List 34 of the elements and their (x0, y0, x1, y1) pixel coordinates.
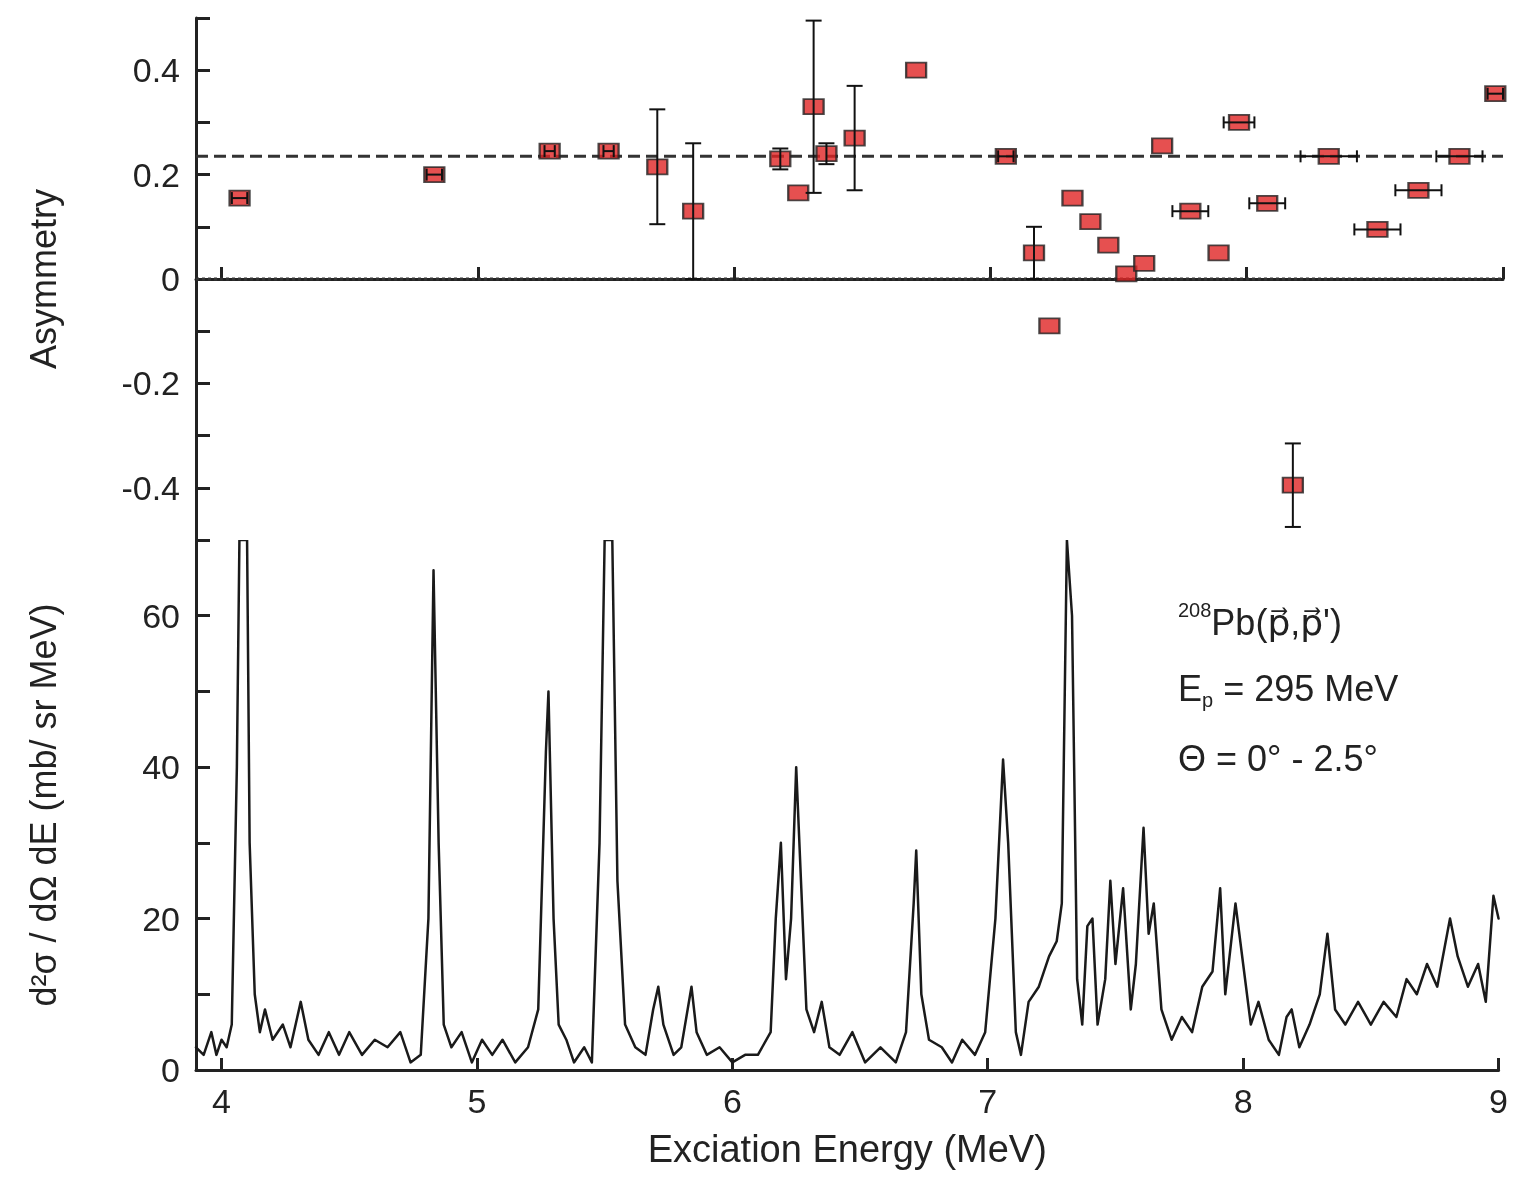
point (1061, 189, 1084, 207)
x-tick-label: 7 (978, 1082, 998, 1120)
point (843, 129, 866, 147)
point (1133, 254, 1156, 272)
y-tick-label: 0 (161, 1051, 180, 1089)
point (646, 158, 669, 176)
y-tick-label: 40 (142, 748, 180, 787)
point (682, 202, 705, 220)
point (905, 61, 928, 79)
y-tick-label: -0.4 (121, 468, 180, 507)
point (1038, 317, 1061, 335)
x-tick-label: 4 (212, 1082, 231, 1120)
y-axis-title: d²σ / dΩ dE (mb/ sr MeV) (22, 603, 64, 1007)
y-tick-label: 0.2 (132, 155, 180, 194)
x-tick-label: 5 (467, 1082, 487, 1120)
y-tick-label: 0.4 (132, 51, 180, 90)
x-tick-label: 8 (1233, 1082, 1253, 1120)
point (1151, 137, 1174, 155)
point (802, 98, 825, 116)
x-axis-title: Exciation Energy (MeV) (647, 1128, 1047, 1170)
x-tick-label: 9 (1489, 1082, 1509, 1120)
point (1281, 476, 1304, 494)
point (1097, 236, 1120, 254)
y-axis-title: Asymmetry (22, 189, 64, 369)
y-tick-label: -0.2 (121, 364, 180, 403)
point (1115, 265, 1138, 283)
point (787, 184, 810, 202)
y-tick-label: 60 (142, 596, 180, 635)
y-tick-label: 20 (142, 899, 180, 938)
x-tick-label: 6 (722, 1082, 742, 1120)
point (1079, 213, 1102, 231)
point (1207, 244, 1230, 262)
annotation: Θ = 0° - 2.5° (1178, 737, 1378, 779)
y-tick-label: 0 (161, 260, 180, 298)
